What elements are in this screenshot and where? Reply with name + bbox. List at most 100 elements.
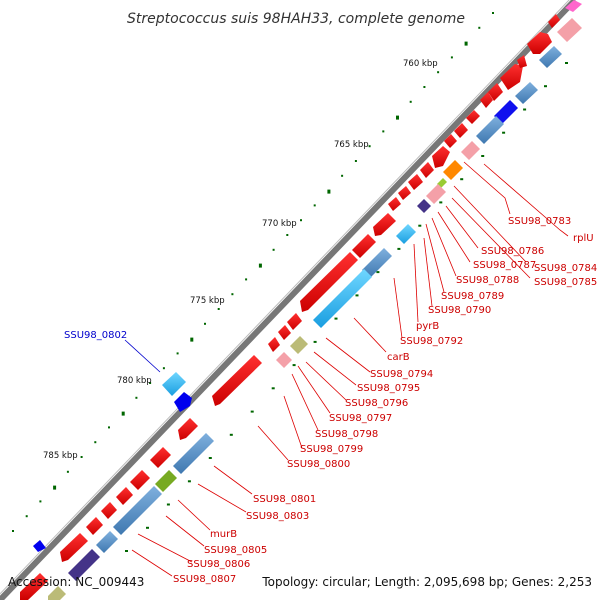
gene-label-ssu98-0784[interactable]: SSU98_0784 (534, 263, 597, 274)
forward-strand-genes (20, 14, 560, 600)
gene-feature[interactable] (454, 123, 468, 138)
gene-label-ssu98-0796[interactable]: SSU98_0796 (345, 398, 408, 409)
gene-label-ssu98-0802[interactable]: SSU98_0802 (64, 330, 127, 341)
gene-feature[interactable] (300, 252, 358, 312)
gene-feature[interactable] (539, 46, 562, 68)
gene-label-ssu98-0797[interactable]: SSU98_0797 (329, 413, 392, 424)
gene-feature[interactable] (417, 199, 431, 213)
gene-feature[interactable] (173, 433, 214, 474)
gene-feature[interactable] (287, 313, 302, 330)
gene-feature[interactable] (278, 325, 291, 340)
gene-feature[interactable] (500, 64, 523, 90)
gene-feature[interactable] (420, 162, 434, 178)
gene-label-ssu98-0785[interactable]: SSU98_0785 (534, 277, 597, 288)
gene-feature[interactable] (480, 92, 493, 108)
gene-label-ssu98-0807[interactable]: SSU98_0807 (173, 574, 236, 585)
gene-label-ssu98-0799[interactable]: SSU98_0799 (300, 444, 363, 455)
gene-label-ssu98-0789[interactable]: SSU98_0789 (441, 291, 504, 302)
gene-label-murb[interactable]: murB (210, 529, 237, 540)
gene-feature[interactable] (557, 18, 582, 42)
gene-feature[interactable] (33, 540, 46, 552)
gene-feature[interactable] (155, 470, 177, 492)
gene-feature[interactable] (150, 447, 171, 468)
kbp-label-780: 780 kbp (117, 376, 152, 386)
gene-feature[interactable] (461, 141, 480, 160)
gene-label-ssu98-0801[interactable]: SSU98_0801 (253, 494, 316, 505)
tick-mark (334, 317, 338, 320)
tick-mark (523, 108, 527, 111)
gene-feature[interactable] (494, 100, 518, 124)
gene-label-rplu[interactable]: rplU (573, 233, 594, 244)
gene-feature[interactable] (68, 549, 100, 581)
tick-mark (204, 322, 206, 325)
gene-feature[interactable] (432, 146, 450, 168)
gene-label-ssu98-0783[interactable]: SSU98_0783 (508, 216, 571, 227)
tick-marks (12, 12, 568, 552)
gene-feature[interactable] (373, 213, 396, 236)
gene-label-ssu98-0792[interactable]: SSU98_0792 (400, 336, 463, 347)
gene-feature[interactable] (476, 116, 504, 144)
tick-mark (544, 85, 547, 88)
tick-mark (245, 278, 248, 281)
gene-label-ssu98-0803[interactable]: SSU98_0803 (246, 511, 309, 522)
gene-label-ssu98-0790[interactable]: SSU98_0790 (428, 305, 491, 316)
gene-label-ssu98-0795[interactable]: SSU98_0795 (357, 383, 420, 394)
gene-feature[interactable] (388, 197, 401, 211)
gene-feature[interactable] (443, 160, 463, 180)
gene-label-ssu98-0800[interactable]: SSU98_0800 (287, 459, 350, 470)
gene-feature[interactable] (20, 573, 48, 600)
gene-feature[interactable] (515, 82, 538, 104)
gene-label-carb[interactable]: carB (387, 352, 410, 363)
gene-feature[interactable] (548, 14, 560, 28)
gene-feature[interactable] (352, 234, 376, 258)
gene-label-ssu98-0788[interactable]: SSU98_0788 (456, 275, 519, 286)
gene-feature[interactable] (96, 531, 118, 553)
gene-label-ssu98-0786[interactable]: SSU98_0786 (481, 246, 544, 257)
gene-feature[interactable] (398, 186, 411, 200)
gene-feature[interactable] (130, 470, 150, 490)
gene-feature[interactable] (212, 355, 262, 406)
tick-mark (80, 456, 83, 458)
gene-label-pyrb[interactable]: pyrB (416, 321, 439, 332)
gene-label-ssu98-0806[interactable]: SSU98_0806 (187, 559, 250, 570)
tick-mark (190, 337, 194, 342)
gene-feature[interactable] (116, 487, 133, 505)
gene-feature[interactable] (276, 352, 292, 368)
gene-feature[interactable] (313, 269, 372, 328)
gene-labels: SSU98_0783 rplU SSU98_0784 SSU98_0785 SS… (64, 216, 597, 585)
gene-feature[interactable] (517, 55, 527, 68)
gene-feature-ssu98-0802[interactable] (162, 372, 186, 396)
tick-mark (66, 470, 69, 473)
tick-mark (108, 426, 110, 429)
gene-feature[interactable] (527, 32, 552, 54)
gene-label-ssu98-0794[interactable]: SSU98_0794 (370, 369, 433, 380)
gene-feature[interactable] (488, 83, 503, 101)
tick-mark (231, 293, 234, 296)
gene-label-ssu98-0805[interactable]: SSU98_0805 (204, 545, 267, 556)
gene-feature[interactable] (444, 134, 457, 148)
gene-label-ssu98-0798[interactable]: SSU98_0798 (315, 429, 378, 440)
tick-mark (418, 224, 422, 227)
gene-feature[interactable] (113, 486, 162, 535)
gene-feature[interactable] (466, 110, 480, 124)
gene-feature[interactable] (178, 418, 198, 440)
gene-feature[interactable] (60, 533, 88, 562)
gene-feature[interactable] (48, 586, 66, 600)
tick-mark (271, 387, 275, 390)
gene-feature[interactable] (408, 174, 423, 190)
tick-mark (187, 480, 191, 483)
tick-mark (481, 155, 485, 157)
gene-feature[interactable] (362, 248, 392, 278)
gene-label-ssu98-0787[interactable]: SSU98_0787 (473, 260, 536, 271)
tick-mark (162, 367, 165, 370)
gene-feature[interactable] (565, 0, 582, 12)
gene-feature[interactable] (396, 224, 416, 244)
gene-feature[interactable] (86, 517, 103, 535)
gene-feature[interactable] (174, 392, 192, 412)
gene-feature[interactable] (426, 184, 446, 204)
kbp-label-775: 775 kbp (190, 296, 225, 306)
gene-feature[interactable] (268, 337, 280, 352)
genome-backbone-highlight (0, 0, 570, 595)
gene-feature[interactable] (101, 502, 117, 519)
gene-feature[interactable] (290, 336, 308, 354)
